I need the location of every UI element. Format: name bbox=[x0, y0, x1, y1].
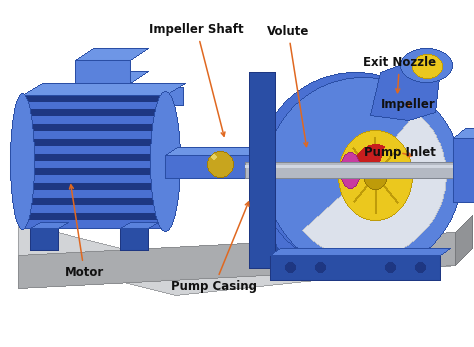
Text: Impeller: Impeller bbox=[381, 98, 436, 111]
Text: Impeller Shaft: Impeller Shaft bbox=[149, 23, 244, 136]
Text: Volute: Volute bbox=[267, 25, 310, 146]
Text: Exit Nozzle: Exit Nozzle bbox=[363, 56, 436, 93]
Text: Pump Inlet: Pump Inlet bbox=[364, 146, 436, 159]
Text: Motor: Motor bbox=[65, 185, 104, 279]
Text: Pump Casing: Pump Casing bbox=[171, 202, 257, 293]
